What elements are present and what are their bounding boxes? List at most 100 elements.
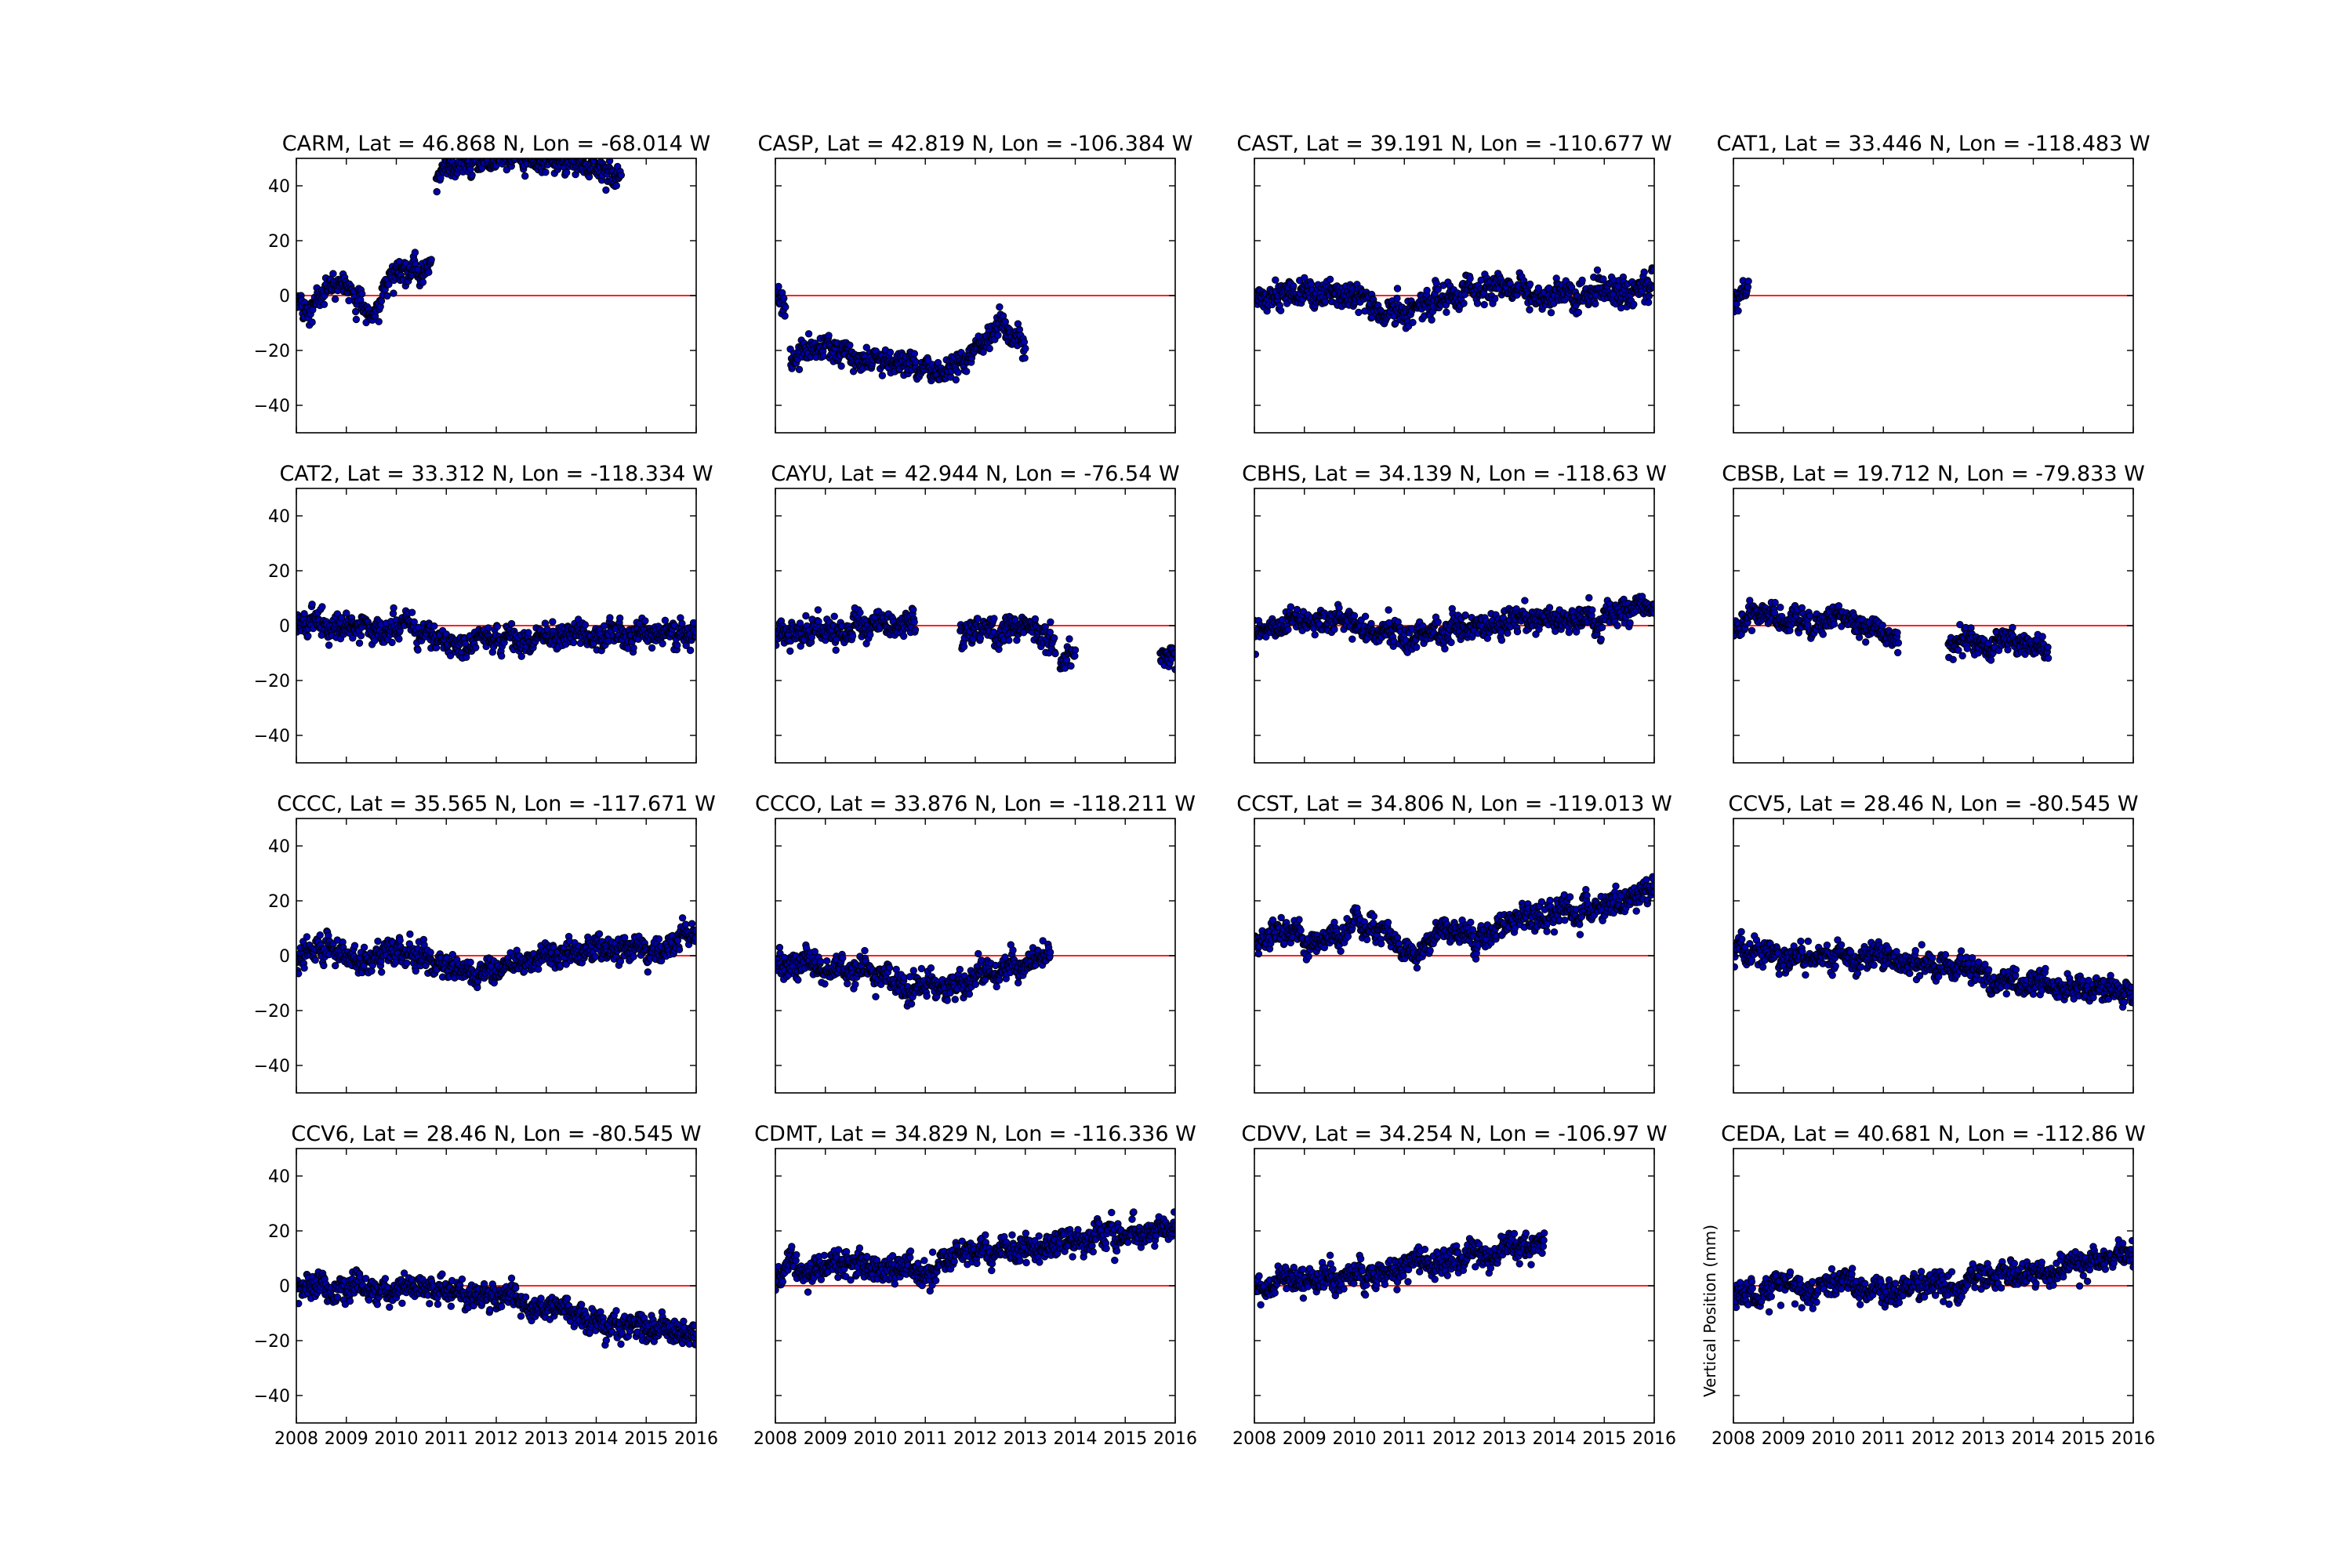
data-point: [1350, 612, 1359, 619]
data-point: [1480, 300, 1488, 309]
data-point: [385, 281, 393, 289]
data-point: [780, 294, 788, 303]
data-point: [1335, 604, 1343, 612]
data-point: [661, 616, 670, 624]
data-point: [1461, 611, 1469, 619]
data-point: [581, 621, 590, 629]
data-point: [1963, 644, 1972, 652]
data-point: [563, 169, 571, 176]
data-point: [862, 343, 871, 351]
data-point: [331, 295, 339, 303]
data-point: [1956, 621, 1964, 629]
data-point: [1031, 615, 1040, 623]
data-point: [1262, 633, 1270, 641]
data-point: [1819, 630, 1828, 638]
data-point: [1967, 624, 1975, 632]
data-point: [1287, 603, 1295, 611]
data-point: [468, 171, 476, 180]
data-points: [1733, 597, 2053, 664]
data-point: [1443, 308, 1450, 316]
data-point: [1047, 618, 1054, 626]
data-point: [846, 341, 854, 349]
data-point: [1171, 666, 1175, 673]
data-point: [1513, 628, 1522, 636]
data-point: [1955, 646, 1962, 654]
data-point: [837, 362, 845, 370]
data-point: [1071, 652, 1079, 660]
data-point: [329, 270, 337, 278]
data-point: [352, 315, 361, 324]
panel-1: CARM, Lat = 46.868 N, Lon = -68.014 W402…: [254, 132, 710, 434]
data-point: [343, 609, 350, 617]
panel-title: CCCC, Lat = 35.565 N, Lon = -117.671 W: [277, 792, 716, 816]
data-point: [686, 646, 695, 655]
data-point: [1021, 354, 1029, 362]
data-point: [472, 644, 480, 652]
data-point: [1893, 629, 1901, 637]
data-point: [388, 638, 396, 647]
data-point: [1276, 307, 1285, 314]
data-point: [994, 331, 1002, 339]
y-tick-label: 0: [279, 617, 290, 637]
data-point: [1001, 318, 1010, 326]
data-point: [1630, 300, 1638, 308]
data-point: [1434, 618, 1442, 626]
data-point: [300, 610, 308, 618]
data-point: [1348, 635, 1356, 643]
data-point: [1744, 278, 1752, 285]
data-point: [804, 330, 813, 338]
data-point: [357, 632, 365, 640]
data-point: [332, 962, 339, 970]
data-point: [377, 297, 386, 305]
data-point: [507, 619, 516, 628]
data-point: [360, 943, 368, 952]
panel-5: CAT2, Lat = 33.312 N, Lon = -118.334 W40…: [254, 462, 713, 764]
data-point: [1051, 650, 1059, 658]
data-point: [848, 632, 857, 641]
data-point: [1650, 283, 1654, 291]
panel-title: CARM, Lat = 46.868 N, Lon = -68.014 W: [282, 132, 710, 156]
data-point: [606, 614, 614, 622]
data-point: [493, 622, 501, 630]
data-point: [1613, 622, 1621, 630]
data-point: [1640, 268, 1648, 276]
data-point: [1567, 283, 1576, 291]
data-point: [1466, 274, 1474, 282]
data-point: [1565, 628, 1573, 637]
data-point: [1734, 307, 1742, 315]
data-point: [1746, 597, 1754, 604]
data-point: [974, 615, 982, 622]
data-point: [616, 614, 624, 622]
data-point: [403, 959, 411, 967]
data-point: [375, 318, 383, 325]
data-point: [1748, 626, 1756, 634]
data-point: [419, 278, 427, 286]
data-point: [390, 289, 397, 297]
data-point: [427, 256, 435, 263]
data-point: [795, 365, 804, 373]
data-point: [414, 646, 422, 654]
data-point: [602, 186, 610, 194]
data-point: [318, 631, 325, 639]
data-point: [1987, 656, 1995, 664]
data-point: [311, 956, 319, 964]
data-point: [1491, 295, 1499, 303]
data-point: [1545, 604, 1554, 612]
panel-6: CAYU, Lat = 42.944 N, Lon = -76.54 W: [771, 462, 1180, 764]
panel-title: CBSB, Lat = 19.712 N, Lon = -79.833 W: [1722, 462, 2145, 486]
data-point: [433, 187, 441, 196]
data-point: [1020, 338, 1029, 346]
data-point: [1065, 635, 1073, 643]
data-point: [1005, 637, 1013, 644]
data-point: [1835, 602, 1843, 610]
data-point: [430, 622, 438, 630]
data-point: [1413, 643, 1421, 652]
data-point: [1311, 631, 1319, 639]
data-point: [1385, 606, 1392, 614]
data-point: [963, 368, 971, 376]
data-point: [1534, 284, 1543, 292]
data-point: [1771, 598, 1779, 607]
data-point: [355, 639, 364, 647]
data-point: [521, 172, 529, 180]
data-point: [1806, 612, 1814, 620]
